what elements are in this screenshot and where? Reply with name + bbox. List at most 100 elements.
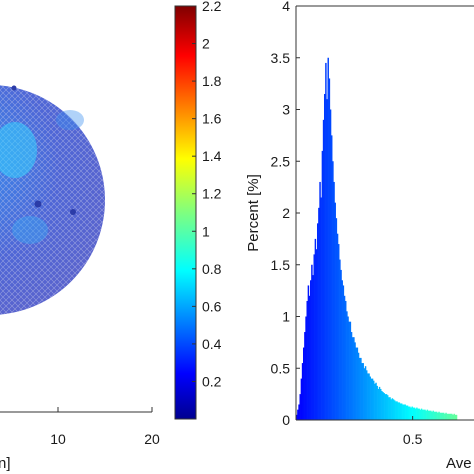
histogram-bar [358,357,361,420]
histogram-bar [454,414,457,420]
histogram-bar [396,401,398,420]
histogram-bar [426,409,429,420]
histogram-bar [296,414,298,420]
histogram-bar [411,406,413,420]
histogram-bar [451,413,453,420]
histogram-bar [326,99,328,421]
histogram-bar [374,383,376,420]
colorbar-tick-label: 1.6 [202,111,222,127]
histogram-panel: 0 0.5 1 1.5 2 2.5 3 3.5 4 0.5 Percent [%] Ave [245,0,474,472]
histogram-bar [372,380,375,420]
histogram-bar [416,407,418,420]
histogram-bar [329,109,332,420]
histogram-bar [315,249,318,420]
histogram-bar [339,259,341,420]
histogram-bar [302,347,305,420]
histogram-bar [309,280,312,420]
colorbar-gradient [174,5,197,420]
hotspot-a [0,122,37,178]
colorbar: 0.2 0.4 0.6 0.8 1 1.2 1.4 1.6 1.8 2 2.2 [174,0,222,420]
histogram-bar [393,400,396,420]
histogram-bars [296,57,458,421]
histogram-bar [424,409,426,420]
histogram-bar [370,378,373,420]
colorbar-tick-label: 0.4 [202,336,222,352]
histogram-bar [409,406,411,420]
hotspot-b [12,216,48,244]
histogram-bar [442,412,445,420]
histogram-bar [353,337,355,420]
histogram-bar [379,388,382,420]
dark-spot-3 [11,85,17,91]
histogram-bar [349,321,352,420]
histogram-bar [431,411,433,420]
histogram-bar [376,385,378,420]
hist-xticks: 0.5 [403,416,423,447]
map-panel: 10 20 n] [0,85,160,472]
histogram-bar [313,254,315,420]
histogram-bar [446,413,448,420]
histogram-bar [307,285,310,420]
histogram-bar [445,412,447,420]
hist-xlabel-fragment: Ave [446,455,472,472]
histogram-bar [412,407,415,420]
histogram-bar [420,408,423,420]
histogram-bar [371,378,374,420]
histogram-bar [384,394,387,420]
histogram-bar [449,413,452,420]
histogram-bar [432,410,434,420]
histogram-bar [368,373,370,420]
histogram-bar [452,414,454,420]
histogram-bar [336,233,339,420]
histogram-bar [365,370,368,420]
hist-ytick-label: 3 [282,102,290,118]
disc-mesh [0,85,105,315]
histogram-bar [298,404,300,420]
histogram-bar [346,311,348,420]
colorbar-tick-label: 2.2 [202,0,222,14]
hist-ytick-label: 1.5 [271,257,291,273]
histogram-bar [423,409,425,420]
histogram-bar [337,244,340,420]
histogram-bar [377,388,380,420]
histogram-bar [437,412,439,420]
hist-ytick-label: 2.5 [271,153,291,169]
histogram-bar [330,135,333,420]
map-xlabel-fragment: n] [0,455,11,472]
map-xtick-label-20: 20 [144,431,160,447]
histogram-bar [363,368,366,420]
dark-spot-2 [70,209,76,215]
histogram-bar [440,412,443,420]
histogram-bar [397,402,399,420]
histogram-bar [305,316,307,420]
histogram-bar [347,316,349,420]
histogram-bar [390,399,392,420]
histogram-bar [351,337,354,420]
histogram-bar [320,197,322,420]
histogram-bar [306,300,308,420]
histogram-bar [367,373,369,420]
colorbar-ticks: 0.2 0.4 0.6 0.8 1 1.2 1.4 1.6 1.8 2 2.2 [192,0,222,389]
histogram-bar [323,93,326,420]
histogram-bar [453,413,455,420]
colorbar-tick-label: 0.8 [202,261,222,277]
histogram-bar [404,404,406,420]
histogram-bar [392,399,395,420]
histogram-bar [342,285,345,420]
colorbar-tick-label: 1.2 [202,186,222,202]
histogram-bar [362,363,364,420]
histogram-bar [311,264,313,420]
hist-ytick-label: 0 [282,412,290,428]
histogram-bar [325,62,327,421]
histogram-bar [381,391,383,420]
colorbar-tick-label: 0.6 [202,298,222,314]
hist-ytick-label: 1 [282,309,290,325]
hist-ytick-label: 3.5 [271,50,291,66]
histogram-bar [385,394,388,420]
colorbar-tick-label: 1 [202,223,210,239]
histogram-bar [328,78,331,420]
histogram-bar [405,405,408,420]
histogram-bar [402,404,404,420]
histogram-bar [356,347,359,420]
hist-xtick-label: 0.5 [403,431,423,447]
